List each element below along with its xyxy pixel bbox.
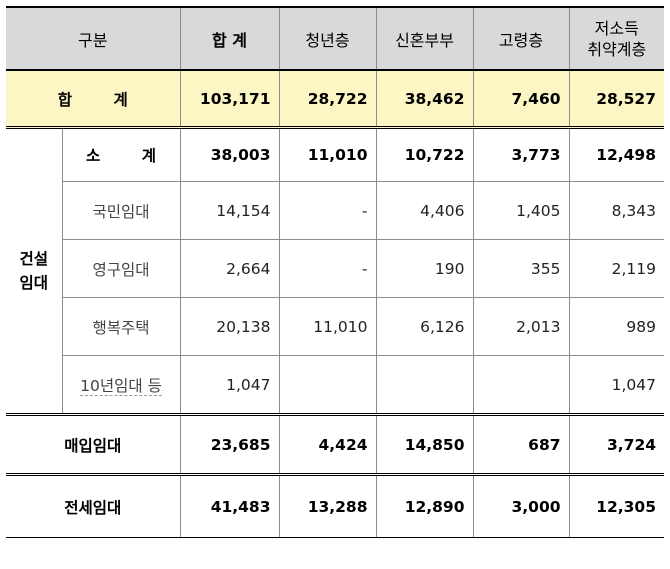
header-total-label: 합 계 bbox=[212, 30, 248, 50]
table-cell: 11,010 bbox=[278, 297, 377, 356]
subtotal-cell: 10,722 bbox=[375, 127, 474, 182]
jeonse-cell: 41,483 bbox=[179, 473, 280, 538]
row-label: 영구임대 bbox=[62, 239, 181, 298]
total-cell: 103,171 bbox=[179, 69, 280, 129]
row-label-text: 10년임대 등 bbox=[80, 376, 162, 396]
header-newlyweds: 신혼부부 bbox=[375, 6, 474, 71]
purchase-row: 매입임대 23,685 4,424 14,850 687 3,724 bbox=[6, 413, 665, 475]
header-youth: 청년층 bbox=[278, 6, 377, 71]
table-cell: 2,013 bbox=[472, 297, 570, 356]
purchase-cell: 4,424 bbox=[278, 413, 377, 475]
table-cell: 2,664 bbox=[179, 239, 280, 298]
table-cell: 1,047 bbox=[179, 355, 280, 415]
table-cell: 6,126 bbox=[375, 297, 474, 356]
total-cell: 28,527 bbox=[568, 69, 665, 129]
header-category: 구분 bbox=[6, 6, 181, 71]
total-label-text: 합 계 bbox=[57, 90, 146, 109]
table-cell: 4,406 bbox=[375, 181, 474, 240]
subtotal-cell: 12,498 bbox=[568, 127, 665, 182]
table-cell: - bbox=[278, 239, 377, 298]
table-cell: 14,154 bbox=[179, 181, 280, 240]
construction-group-line1: 건설 bbox=[19, 250, 49, 268]
jeonse-cell: 13,288 bbox=[278, 473, 377, 538]
purchase-cell: 14,850 bbox=[375, 413, 474, 475]
subtotal-label-text: 소 계 bbox=[86, 147, 174, 165]
construction-group-line2: 임대 bbox=[19, 274, 49, 292]
row-label: 국민임대 bbox=[62, 181, 181, 240]
table-cell bbox=[375, 355, 474, 415]
total-row: 합 계 103,171 28,722 38,462 7,460 28,527 bbox=[6, 69, 665, 129]
total-cell: 38,462 bbox=[375, 69, 474, 129]
table-cell: 2,119 bbox=[568, 239, 665, 298]
header-elderly: 고령층 bbox=[472, 6, 570, 71]
jeonse-cell: 12,305 bbox=[568, 473, 665, 538]
header-total: 합 계 bbox=[179, 6, 280, 71]
table-row: 행복주택 20,138 11,010 6,126 2,013 989 bbox=[6, 297, 665, 356]
jeonse-row: 전세임대 41,483 13,288 12,890 3,000 12,305 bbox=[6, 473, 665, 538]
table-row: 영구임대 2,664 - 190 355 2,119 bbox=[6, 239, 665, 298]
construction-subtotal-row: 건설 임대 소 계 38,003 11,010 10,722 3,773 12,… bbox=[6, 127, 665, 415]
header-low-income-line2: 취약계층 bbox=[587, 39, 647, 59]
construction-group-label: 건설 임대 bbox=[6, 127, 63, 415]
subtotal-label: 소 계 bbox=[61, 127, 181, 182]
total-cell: 7,460 bbox=[472, 69, 570, 129]
subtotal-cell: 11,010 bbox=[278, 127, 377, 182]
jeonse-cell: 3,000 bbox=[472, 473, 570, 538]
table-row: 국민임대 14,154 - 4,406 1,405 8,343 bbox=[6, 181, 665, 240]
subtotal-cell: 3,773 bbox=[472, 127, 570, 182]
subtotal-cell: 38,003 bbox=[179, 127, 280, 182]
header-row: 구분 합 계 청년층 신혼부부 고령층 저소득 취약계층 bbox=[6, 6, 665, 71]
header-low-income-line1: 저소득 bbox=[594, 18, 639, 38]
row-label: 10년임대 등 bbox=[62, 355, 181, 415]
table-cell: 20,138 bbox=[179, 297, 280, 356]
purchase-cell: 3,724 bbox=[568, 413, 665, 475]
jeonse-label: 전세임대 bbox=[6, 473, 181, 538]
purchase-cell: 687 bbox=[472, 413, 570, 475]
housing-table-container: 구분 합 계 청년층 신혼부부 고령층 저소득 취약계층 합 계 103,171… bbox=[6, 6, 665, 538]
table-cell: - bbox=[278, 181, 377, 240]
purchase-cell: 23,685 bbox=[179, 413, 280, 475]
table-cell: 8,343 bbox=[568, 181, 665, 240]
table-cell: 355 bbox=[472, 239, 570, 298]
purchase-label: 매입임대 bbox=[6, 413, 181, 475]
table-cell: 1,405 bbox=[472, 181, 570, 240]
table-cell: 1,047 bbox=[568, 355, 665, 415]
total-label: 합 계 bbox=[6, 69, 181, 129]
row-label: 행복주택 bbox=[62, 297, 181, 356]
header-low-income: 저소득 취약계층 bbox=[568, 6, 665, 71]
rental-housing-table: 구분 합 계 청년층 신혼부부 고령층 저소득 취약계층 합 계 103,171… bbox=[6, 6, 665, 538]
table-row: 10년임대 등 1,047 1,047 bbox=[6, 355, 665, 415]
table-cell: 989 bbox=[568, 297, 665, 356]
table-cell: 190 bbox=[375, 239, 474, 298]
total-cell: 28,722 bbox=[278, 69, 377, 129]
jeonse-cell: 12,890 bbox=[375, 473, 474, 538]
table-cell bbox=[472, 355, 570, 415]
table-cell bbox=[278, 355, 377, 415]
